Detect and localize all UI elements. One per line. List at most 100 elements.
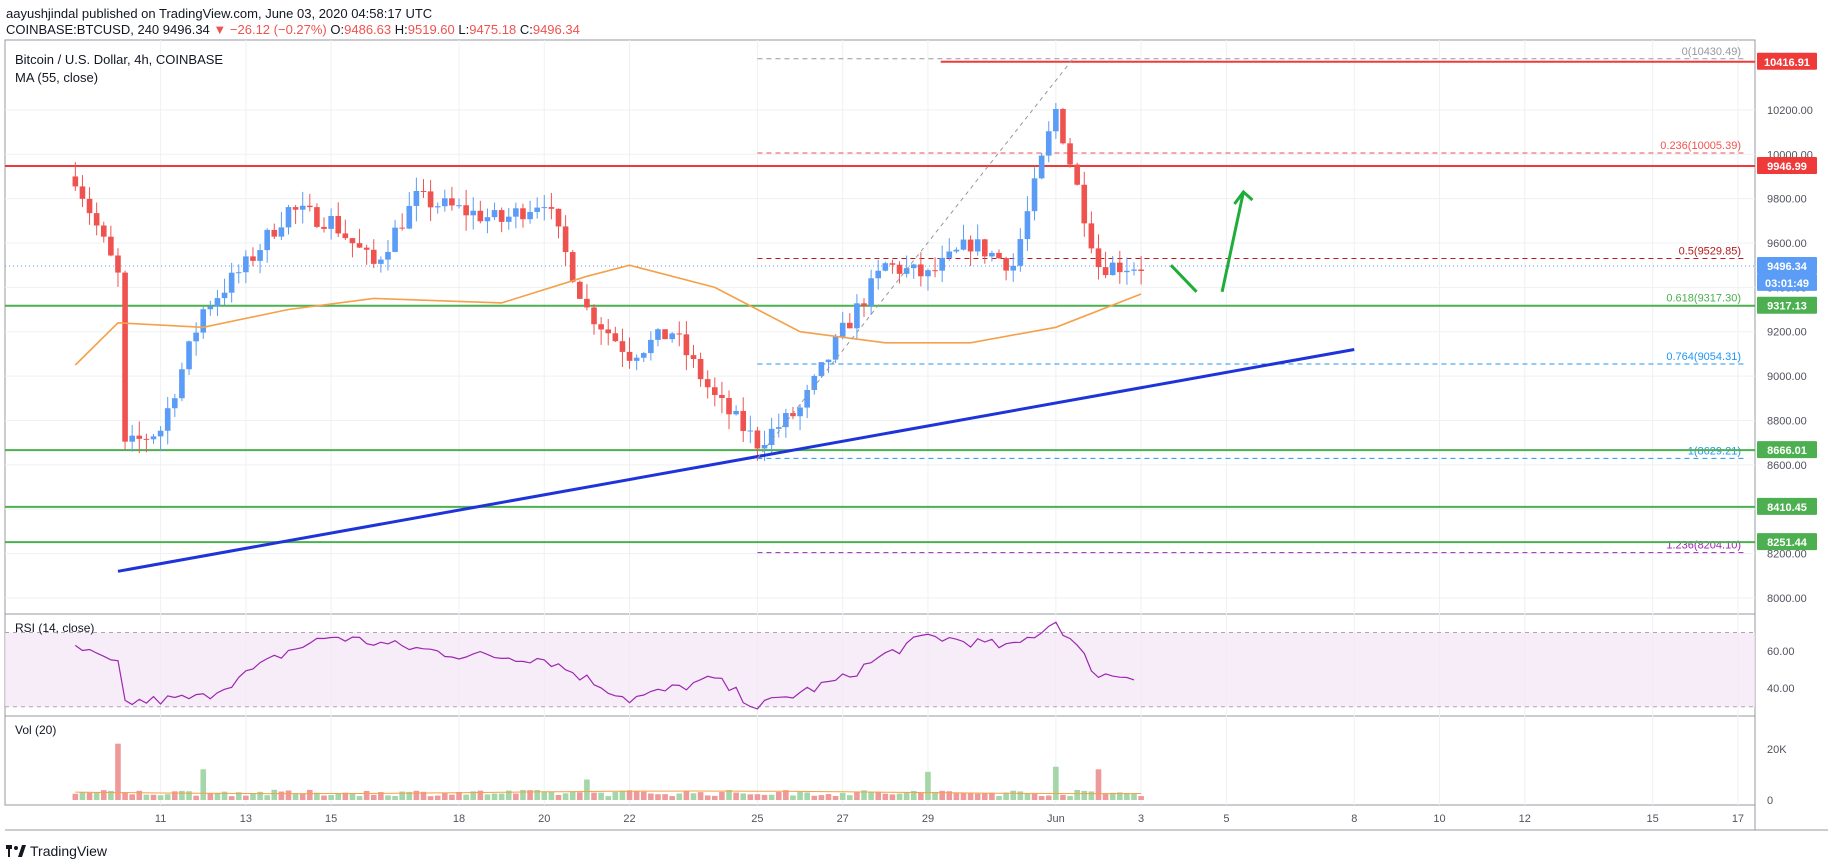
volume-bar: [292, 793, 299, 800]
ohlc-open-key: O:: [330, 22, 345, 37]
candle-body: [918, 264, 924, 277]
volume-bar: [910, 790, 917, 800]
volume-bar: [1024, 793, 1031, 800]
volume-bar: [1010, 790, 1017, 800]
volume-bar: [243, 795, 249, 800]
candle-body: [896, 264, 903, 274]
volume-bar: [612, 791, 619, 800]
candle-body: [307, 205, 313, 208]
volume-bar: [363, 790, 370, 800]
candle-body: [1010, 265, 1017, 271]
candle-body: [804, 389, 810, 408]
rsi-y-tick-label: 60.00: [1767, 646, 1795, 658]
candle-body: [626, 351, 633, 361]
volume-bar: [335, 794, 342, 800]
candle-body: [1124, 270, 1130, 273]
volume-bar: [172, 791, 178, 800]
symbol-label: COINBASE:BTCUSD, 240: [6, 22, 160, 37]
candle-body: [768, 428, 775, 445]
x-tick-label: 15: [1647, 813, 1659, 825]
volume-bar: [79, 792, 86, 800]
volume-bar: [918, 792, 924, 800]
candle-body: [889, 263, 896, 265]
candle-body: [93, 213, 100, 226]
candle-body: [967, 239, 974, 252]
fib-swing-line: [757, 58, 1074, 459]
fib-level-label: 0.618(9317.30): [1666, 293, 1741, 305]
arrow-up-head: [1233, 189, 1254, 205]
candle-body: [562, 226, 569, 253]
candle-body: [271, 229, 278, 237]
candle-body: [100, 225, 107, 237]
candle-body: [392, 227, 398, 252]
candle-body: [470, 210, 477, 216]
candle-body: [754, 430, 761, 449]
y-tick-label: 8600.00: [1767, 460, 1807, 472]
candle-body: [257, 250, 263, 261]
ohlc-low-key: L:: [458, 22, 470, 37]
resistance-price-badge: [1757, 157, 1817, 175]
volume-bar: [648, 793, 654, 800]
candle-body: [370, 249, 377, 264]
volume-bar: [861, 790, 867, 800]
candle-body: [797, 407, 803, 417]
x-tick-label: 29: [922, 813, 934, 825]
volume-bar: [1074, 789, 1080, 800]
volume-bar: [832, 795, 839, 800]
ohlc-high-key: H:: [394, 22, 408, 37]
candle-body: [740, 410, 747, 431]
candle-body: [214, 298, 221, 307]
volume-bar: [839, 792, 846, 800]
volume-bar: [676, 793, 683, 800]
x-tick-label: 8: [1351, 813, 1357, 825]
ma55-line: [74, 264, 1142, 366]
ohlc-close-key: C:: [519, 22, 533, 37]
volume-bar: [577, 792, 583, 800]
candle-body: [363, 247, 370, 250]
arrow-up-shaft: [1220, 191, 1245, 293]
candle-body: [669, 333, 675, 340]
fib-level-label: 0.5(9529.85): [1679, 246, 1741, 258]
candle-body: [1081, 184, 1088, 224]
candle-body: [349, 238, 356, 244]
volume-bar: [534, 790, 540, 800]
volume-bar: [221, 791, 228, 800]
x-tick-label: 10: [1433, 813, 1445, 825]
candle-body: [207, 306, 214, 310]
candle-body: [1038, 155, 1045, 179]
candle-body: [406, 205, 413, 229]
volume-bar: [406, 791, 413, 800]
candle-body: [761, 444, 768, 449]
candle-body: [527, 211, 533, 220]
volume-bar: [946, 791, 953, 800]
countdown-price-label: 03:01:49: [1765, 278, 1809, 290]
volume-bar: [498, 793, 505, 800]
candle-body: [790, 412, 796, 417]
volume-bar: [470, 791, 477, 800]
candle-body: [1003, 258, 1009, 271]
rsi-y-tick-label: 40.00: [1767, 683, 1795, 695]
candle-body: [704, 379, 711, 388]
volume-bar: [690, 793, 697, 800]
candle-body: [960, 239, 967, 250]
volume-bar: [477, 790, 484, 800]
candle-body: [186, 341, 192, 370]
candle-body: [157, 430, 164, 437]
volume-bar: [825, 794, 832, 800]
candle-body: [925, 270, 931, 277]
volume-bar: [299, 793, 306, 800]
volume-bar: [1067, 795, 1073, 800]
candle-body: [235, 272, 242, 274]
volume-bar: [569, 791, 576, 800]
x-tick-label: 13: [240, 813, 252, 825]
volume-bar: [264, 795, 270, 800]
x-tick-label: 15: [325, 813, 337, 825]
volume-bar: [93, 792, 100, 800]
candle-body: [569, 252, 576, 282]
volume-bar: [882, 793, 889, 800]
volume-bar: [1116, 792, 1123, 800]
ma-indicator-label: MA (55, close): [15, 70, 98, 85]
volume-bar: [1045, 795, 1052, 800]
candle-body: [903, 268, 910, 274]
